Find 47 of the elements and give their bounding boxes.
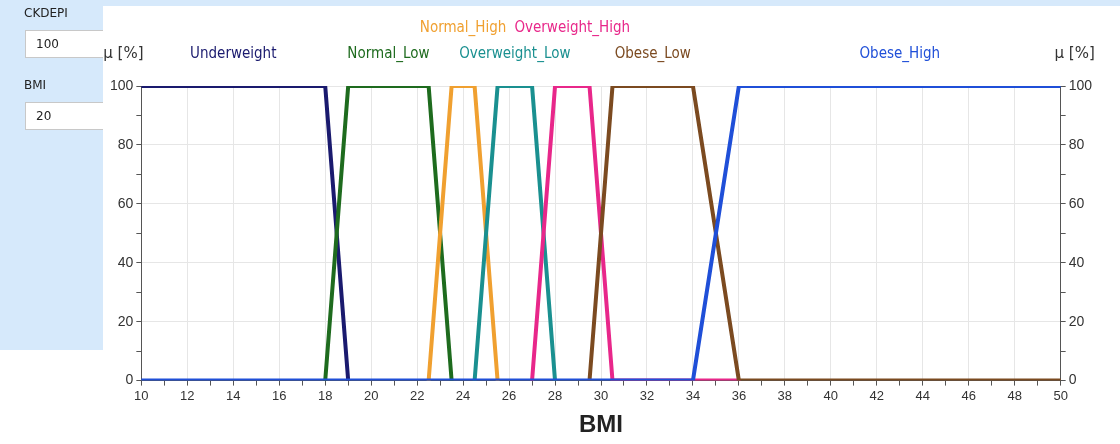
text: Normal_High: [419, 18, 507, 37]
x-tick-label: 36: [731, 387, 747, 403]
x-tick-label: 26: [501, 387, 517, 403]
series-label: Normal_Low: [347, 44, 430, 63]
x-tick-label: 24: [455, 387, 471, 403]
y-tick-label: 100: [110, 76, 134, 93]
text: CKDEPI: [24, 6, 68, 20]
y-tick-label: 20: [117, 312, 134, 329]
x-tick-label: 46: [961, 387, 976, 403]
x-tick-label: 42: [869, 387, 885, 403]
y2-tick-label: 40: [1068, 253, 1085, 270]
text: Overweight_Low: [459, 44, 571, 63]
x-tick-label: 48: [1007, 387, 1022, 403]
x-tick-label: 40: [823, 387, 839, 403]
y2-tick-label: 100: [1068, 76, 1093, 93]
x-tick-label: 50: [1053, 387, 1068, 403]
text: 20: [25, 102, 115, 130]
text: Overweight_High: [514, 18, 631, 37]
x-tick-label: 22: [409, 387, 425, 403]
x-tick-label: 10: [134, 387, 149, 403]
x-tick-label: 32: [639, 387, 655, 403]
y-tick-label: 0: [125, 371, 134, 388]
x-tick-label: 28: [547, 387, 563, 403]
x-tick-label: 14: [226, 387, 241, 403]
x-tick-label: 38: [777, 387, 793, 403]
series-label: Obese_High: [859, 44, 941, 63]
y-axis-title: μ [%]: [103, 44, 144, 62]
y2-tick-label: 0: [1068, 371, 1077, 388]
y2-axis-title: μ [%]: [1054, 44, 1095, 62]
x-axis-title: BMI: [579, 410, 623, 438]
y2-tick-label: 60: [1068, 194, 1085, 211]
x-tick-label: 30: [593, 387, 609, 403]
x-tick-label: 20: [363, 387, 379, 403]
series-label: Underweight: [190, 44, 277, 62]
x-tick-label: 16: [272, 387, 287, 403]
y2-tick-label: 80: [1068, 135, 1085, 152]
x-tick-label: 34: [685, 387, 701, 403]
y-tick-label: 40: [117, 253, 134, 270]
y-tick-label: 80: [117, 135, 134, 152]
x-tick-label: 44: [915, 387, 930, 403]
y2-tick-label: 20: [1068, 312, 1085, 329]
x-tick-label: 18: [317, 387, 333, 403]
y-tick-label: 60: [117, 194, 134, 211]
series-label: Obese_Low: [614, 44, 691, 63]
text: 100: [36, 37, 59, 51]
x-tick-label: 12: [180, 387, 195, 403]
text: BMI: [24, 78, 47, 92]
